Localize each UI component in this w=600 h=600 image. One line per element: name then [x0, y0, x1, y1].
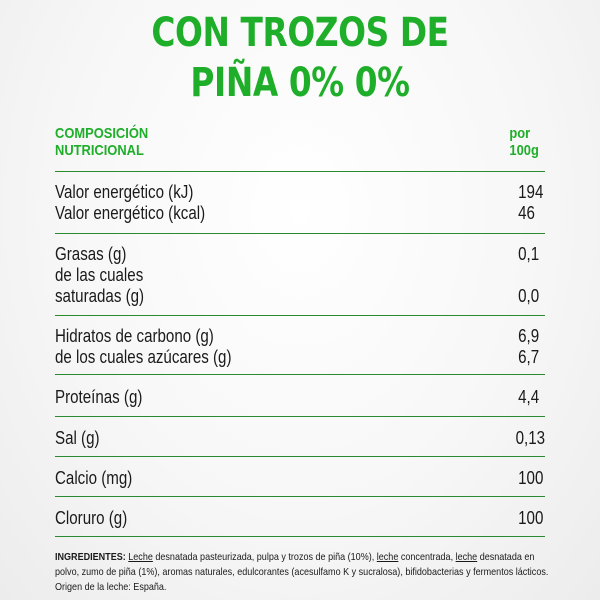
fat-value: 0,1 [518, 244, 540, 264]
salt-value: 0,13 [515, 428, 545, 448]
allergen-leche: leche [455, 551, 478, 563]
header-left-line-1: COMPOSICIÓN [55, 125, 149, 142]
header-left-line-2: NUTRICIONAL [55, 142, 144, 159]
energy-kcal-label: Valor energético (kcal) [55, 203, 206, 223]
divider [55, 374, 545, 375]
divider [55, 416, 545, 417]
chloride-label: Cloruro (g) [55, 508, 128, 528]
row-chloride: Cloruro (g) 100 [55, 497, 545, 536]
energy-kj-value: 194 [518, 182, 544, 202]
row-salt: Sal (g) 0,13 [55, 417, 545, 456]
divider [55, 536, 545, 537]
table-header: COMPOSICIÓN NUTRICIONAL por 100g [55, 125, 544, 171]
divider [55, 233, 545, 234]
divider [55, 171, 545, 172]
carbs-values: 6,9 6,7 [518, 326, 545, 368]
protein-value: 4,4 [518, 387, 540, 407]
header-right-line-2: 100g [509, 142, 539, 159]
carbs-value: 6,9 [518, 326, 540, 346]
carbs-labels: Hidratos de carbono (g) de los cuales az… [55, 326, 231, 368]
title-line-1: CON TROZOS DE [151, 10, 449, 56]
row-protein: Proteínas (g) 4,4 [55, 375, 545, 416]
allergen-leche: Leche [128, 551, 153, 563]
ingredients-part: desnatada pasteurizada, pulpa y trozos d… [152, 551, 377, 563]
ingredients-part: desnatada en polvo, zumo de piña (1%), a… [55, 551, 549, 593]
fat-sub-label: de las cuales [55, 265, 144, 285]
energy-labels: Valor energético (kJ) Valor energético (… [55, 182, 205, 224]
row-fat: Grasas (g) de las cuales saturadas (g) 0… [55, 234, 545, 315]
title-line-2: PIÑA 0% 0% [190, 60, 410, 106]
header-right-line-1: por [509, 125, 531, 142]
energy-kj-label: Valor energético (kJ) [55, 182, 194, 202]
energy-kcal-value: 46 [518, 203, 535, 223]
chloride-value: 100 [518, 508, 544, 528]
ingredients-heading: INGREDIENTES: [55, 551, 126, 563]
header-per-100g: por 100g [509, 125, 543, 171]
carbs-label: Hidratos de carbono (g) [55, 326, 214, 346]
ingredients-part: concentrada, [398, 551, 456, 563]
divider [55, 456, 545, 457]
row-calcium: Calcio (mg) 100 [55, 457, 545, 496]
calcium-label: Calcio (mg) [55, 468, 133, 488]
divider [55, 496, 545, 497]
ingredients-text: INGREDIENTES: Leche desnatada pasteuriza… [55, 550, 550, 595]
sugars-label: de los cuales azúcares (g) [55, 347, 232, 367]
fat-labels: Grasas (g) de las cuales saturadas (g) [55, 244, 144, 307]
header-composition: COMPOSICIÓN NUTRICIONAL [55, 125, 148, 171]
sugars-value: 6,7 [518, 347, 540, 367]
saturated-label: saturadas (g) [55, 286, 145, 306]
protein-label: Proteínas (g) [55, 387, 143, 407]
row-carbs: Hidratos de carbono (g) de los cuales az… [55, 316, 545, 374]
saturated-value: 0,0 [518, 286, 540, 306]
fat-label: Grasas (g) [55, 244, 127, 264]
calcium-value: 100 [518, 468, 544, 488]
row-energy: Valor energético (kJ) Valor energético (… [55, 172, 545, 233]
divider [55, 315, 545, 316]
product-title: CON TROZOS DE PIÑA 0% 0% [54, 8, 546, 108]
fat-values: 0,1 0,0 [518, 244, 545, 307]
salt-label: Sal (g) [55, 428, 100, 448]
energy-values: 194 46 [518, 182, 545, 224]
allergen-leche: leche [376, 551, 399, 563]
nutrition-table: COMPOSICIÓN NUTRICIONAL por 100g Valor e… [55, 125, 545, 537]
